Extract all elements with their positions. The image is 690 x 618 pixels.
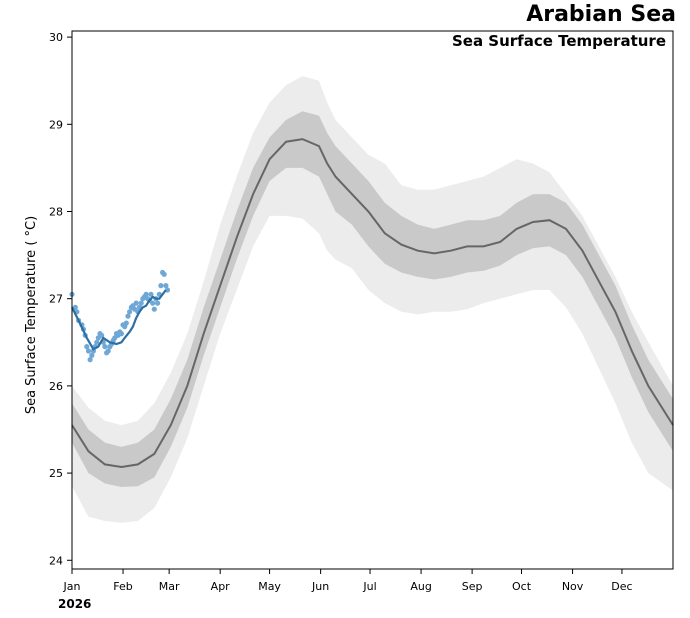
observed-point bbox=[94, 339, 100, 345]
observed-point bbox=[150, 300, 156, 306]
observed-point bbox=[84, 344, 90, 350]
observed-point bbox=[158, 283, 164, 289]
observed-point bbox=[87, 357, 93, 363]
climatology-mean-line bbox=[71, 138, 674, 469]
x-tick-label: Dec bbox=[611, 580, 632, 593]
x-tick-label: Apr bbox=[211, 580, 231, 593]
plot-frame bbox=[71, 30, 674, 570]
x-tick-label: Oct bbox=[512, 580, 532, 593]
chart-title: Arabian Sea bbox=[526, 2, 676, 27]
y-tick-label: 27 bbox=[49, 293, 63, 306]
observed-point bbox=[138, 300, 144, 306]
observed-point bbox=[125, 313, 131, 319]
inner-percentile-band bbox=[72, 111, 673, 487]
x-tick-label: Nov bbox=[562, 580, 584, 593]
observed-point bbox=[123, 320, 129, 326]
year-label: 2026 bbox=[58, 597, 92, 611]
observed-point bbox=[148, 291, 154, 297]
chart-subtitle: Sea Surface Temperature bbox=[451, 32, 666, 50]
y-tick-label: 25 bbox=[49, 467, 63, 480]
outer-percentile-band bbox=[72, 76, 673, 523]
y-tick-label: 24 bbox=[49, 554, 63, 567]
observed-point bbox=[161, 271, 167, 277]
y-tick-label: 29 bbox=[49, 118, 63, 131]
axes: 24 25 26 27 28 29 30 Jan Feb Mar Apr May Jun Jul Aug Se… bbox=[49, 30, 674, 593]
y-tick-label: 28 bbox=[49, 205, 63, 218]
x-tick-label: Sep bbox=[462, 580, 483, 593]
observed-point bbox=[143, 291, 149, 297]
x-tick-label: Jun bbox=[311, 580, 329, 593]
observed-point bbox=[118, 331, 124, 337]
observed-point bbox=[72, 304, 78, 310]
x-tick-label: Mar bbox=[159, 580, 180, 593]
climatology-series bbox=[71, 138, 674, 469]
y-tick-label: 30 bbox=[49, 31, 63, 44]
observed-point bbox=[127, 309, 133, 315]
x-tick-label: Aug bbox=[410, 580, 431, 593]
observed-point bbox=[133, 300, 139, 306]
observed-point bbox=[102, 344, 108, 350]
observed-smoothed-line bbox=[71, 289, 167, 351]
y-axis-label: Sea Surface Temperature ( °C) bbox=[24, 216, 39, 414]
observed-point bbox=[89, 352, 95, 358]
observed-point bbox=[151, 306, 157, 312]
x-tick-label: Jul bbox=[362, 580, 376, 593]
y-tick-label: 26 bbox=[49, 380, 63, 393]
x-tick-label: Jan bbox=[63, 580, 81, 593]
observed-series bbox=[69, 269, 171, 363]
observed-point bbox=[85, 348, 92, 354]
observed-point bbox=[163, 283, 169, 289]
x-tick-label: Feb bbox=[113, 580, 132, 593]
observed-point bbox=[155, 300, 161, 306]
climatology-bands bbox=[72, 76, 673, 523]
observed-point bbox=[105, 348, 111, 354]
x-tick-label: May bbox=[258, 580, 281, 593]
